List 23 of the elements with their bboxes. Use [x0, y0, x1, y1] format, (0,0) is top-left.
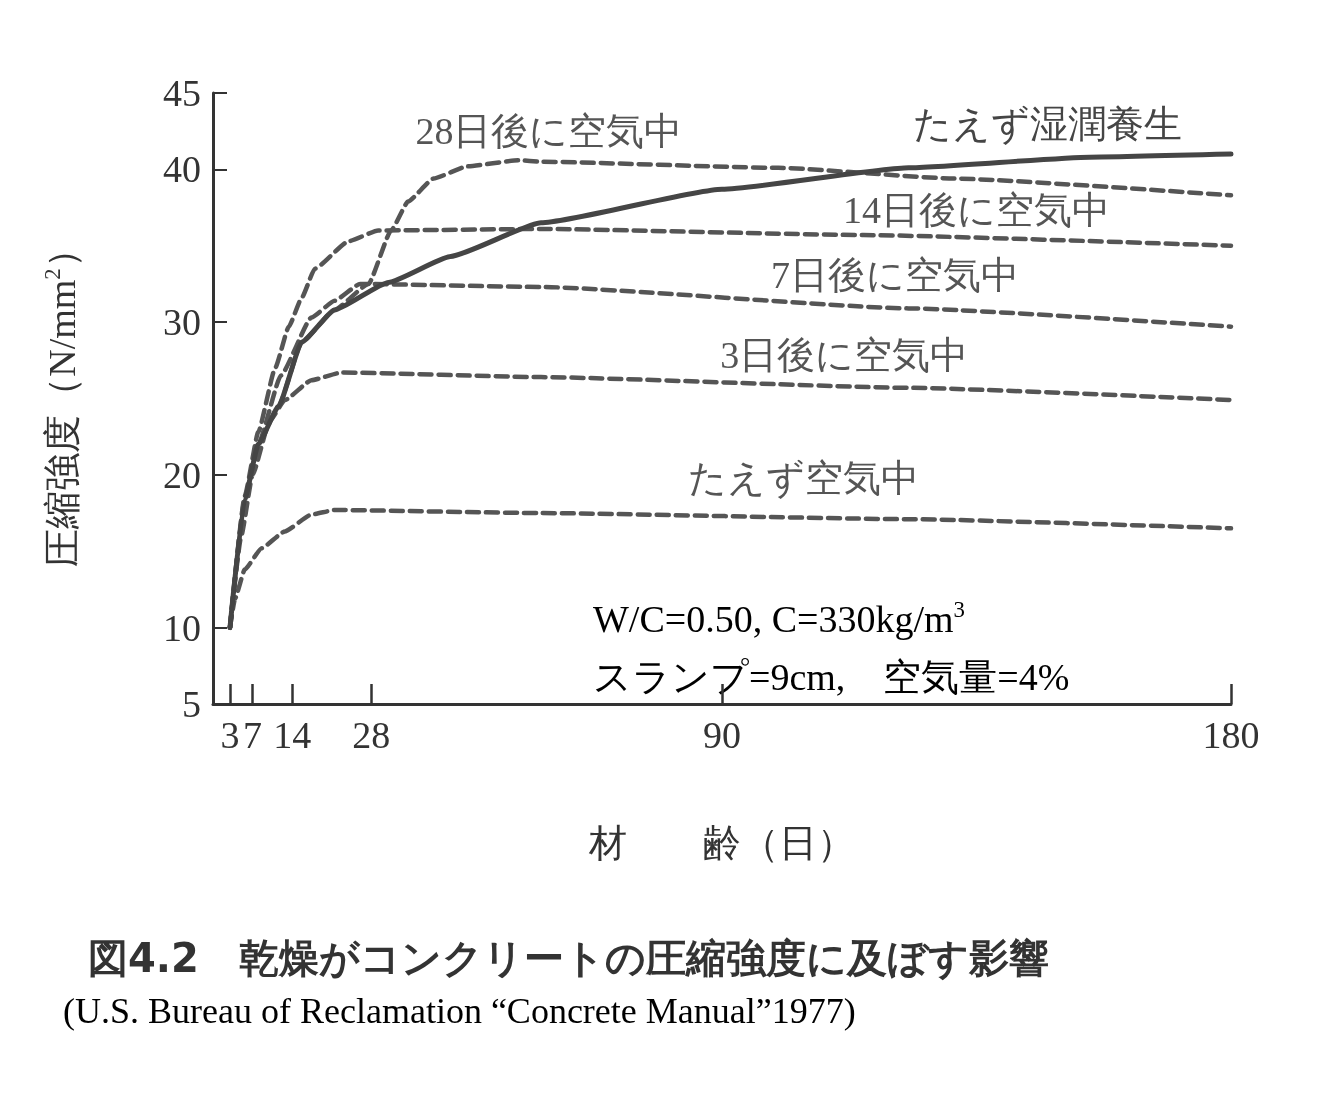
- annotation: スランプ=9cm, 空気量=4%: [593, 656, 1070, 698]
- x-tick-label: 3: [220, 714, 240, 756]
- y-tick-label: 30: [163, 301, 201, 344]
- x-tick-label: 90: [703, 714, 741, 756]
- series-label: たえず空気中: [687, 457, 919, 500]
- y-tick-label: 45: [163, 72, 201, 114]
- series-label: 3日後に空気中: [720, 333, 969, 376]
- y-axis-title: 圧縮強度（N/mm2）: [40, 230, 83, 567]
- x-tick-label: 7: [243, 714, 263, 756]
- y-tick-label: 40: [163, 148, 201, 191]
- y-tick-label: 20: [163, 453, 201, 496]
- series-label: 28日後に空気中: [415, 109, 683, 152]
- x-tick-label: 180: [1202, 714, 1260, 756]
- series-label: たえず湿潤養生: [913, 103, 1183, 146]
- text: (U.S. Bureau of Reclamation “Concrete Manual”1977): [63, 991, 856, 1031]
- x-tick-label: 28: [352, 714, 391, 756]
- series-label: 7日後に空気中: [771, 254, 1020, 297]
- x-tick-label: 14: [273, 714, 312, 756]
- y-tick-label: 10: [163, 606, 201, 649]
- y-tick-label: 5: [182, 683, 201, 725]
- x-axis-title: 材 齢（日）: [588, 822, 855, 864]
- series-label: 14日後に空気中: [843, 189, 1110, 232]
- text: 図4.2 乾燥がコンクリートの圧縮強度に及ぼす影響: [88, 935, 1049, 981]
